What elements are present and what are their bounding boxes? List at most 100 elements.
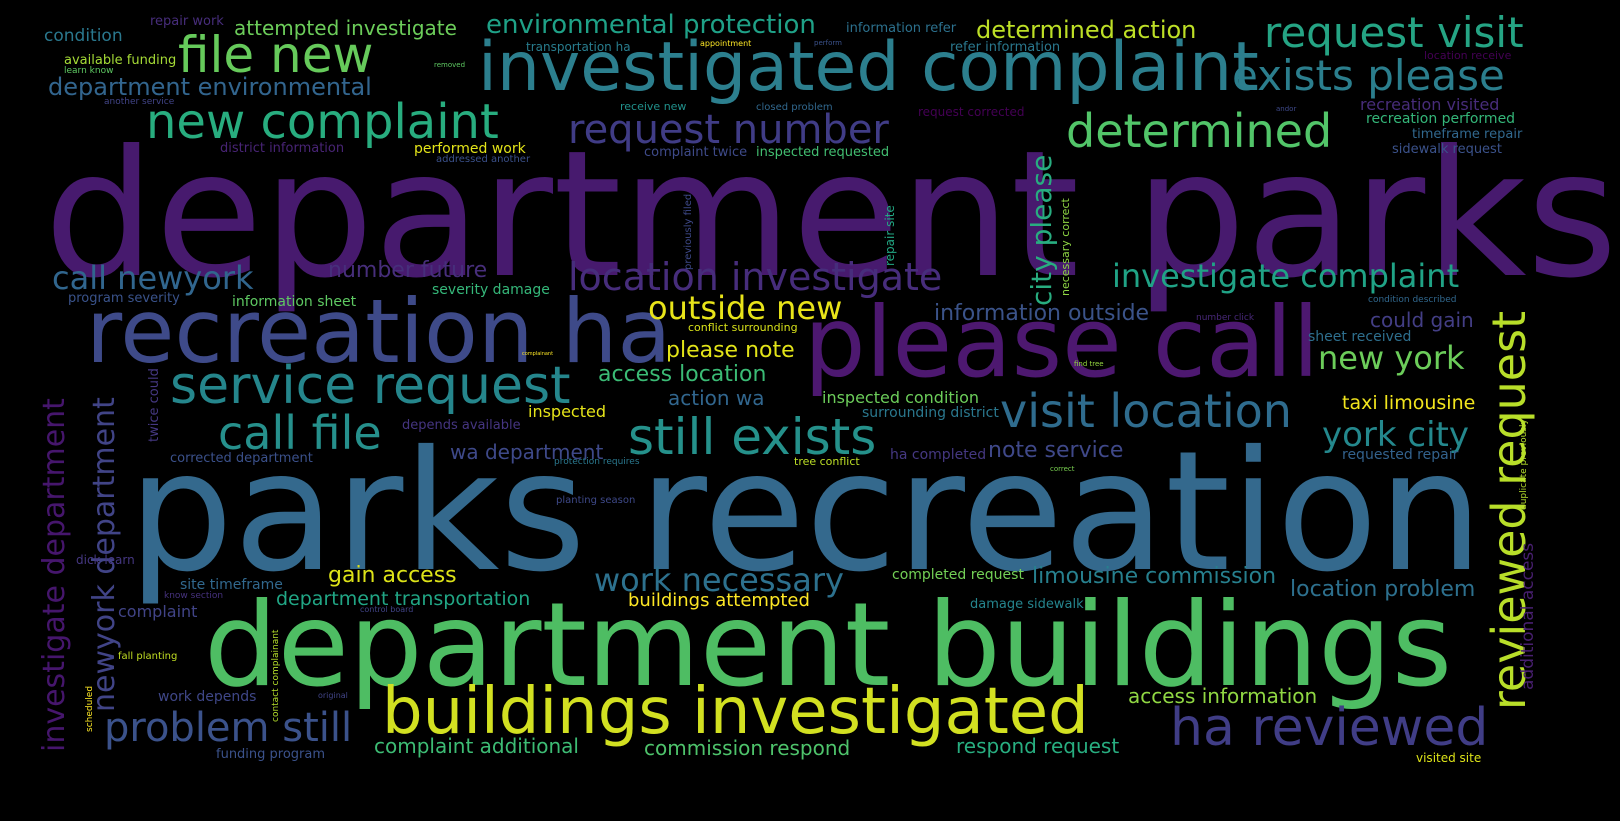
word: performed work — [414, 141, 526, 157]
word: department parks — [44, 114, 1618, 317]
word: refer information — [950, 40, 1061, 55]
word: condition described — [1368, 295, 1457, 305]
word: wa department — [450, 440, 604, 464]
word: recreation ha — [86, 280, 672, 383]
word: number future — [328, 258, 488, 283]
word: taxi limousine — [1342, 392, 1476, 414]
word: please call — [804, 286, 1320, 399]
word: number click — [1196, 313, 1255, 323]
word: limousine commission — [1032, 564, 1277, 589]
word: damage sidewalk — [970, 597, 1084, 612]
word: know section — [164, 591, 224, 601]
word: request corrected — [918, 105, 1025, 119]
word: location investigate — [568, 255, 943, 299]
word: funding program — [216, 747, 326, 762]
word: respond request — [956, 734, 1120, 758]
word: information sheet — [232, 294, 357, 310]
word: complaint additional — [374, 734, 579, 758]
word: necessary correct — [1059, 198, 1072, 296]
word: another service — [104, 97, 175, 107]
word: exists please — [1232, 51, 1505, 100]
word: condition — [44, 26, 123, 46]
word: location problem — [1290, 577, 1476, 602]
word: completed request — [892, 567, 1024, 583]
word: timeframe repair — [1412, 127, 1523, 142]
word: commission respond — [644, 736, 851, 760]
word: duplicate previously — [1519, 419, 1529, 510]
word: new york — [1318, 339, 1465, 377]
word: department transportation — [276, 588, 531, 610]
word: investigate department — [37, 398, 72, 752]
word: environmental protection — [486, 10, 816, 40]
word: could gain — [1370, 308, 1474, 332]
word: buildings investigated — [382, 675, 1089, 749]
word: learn know — [64, 66, 114, 76]
word: inspected requested — [756, 145, 890, 160]
word: closed problem — [756, 102, 833, 113]
word: transportation ha — [526, 40, 631, 54]
word: original — [318, 691, 348, 700]
word: perform — [814, 39, 842, 47]
word: tree conflict — [794, 455, 860, 468]
word: surrounding district — [862, 405, 999, 421]
word: location receive — [1424, 49, 1512, 62]
word: complainant — [522, 351, 554, 357]
word: available funding — [64, 53, 177, 68]
word: ha reviewed — [1170, 698, 1489, 758]
word: recreation performed — [1366, 111, 1516, 127]
word: still exists — [628, 408, 877, 466]
word: call newyork — [52, 259, 254, 297]
word: gain access — [328, 563, 457, 588]
word: inspected condition — [822, 388, 980, 407]
word: department buildings — [204, 578, 1453, 713]
word: additional access — [1518, 542, 1538, 690]
word: sheet received — [1308, 329, 1412, 345]
word: department environmental — [48, 73, 372, 101]
word: addressed another — [436, 154, 531, 165]
word: file new — [178, 26, 374, 84]
word: investigated complaint — [478, 28, 1259, 107]
word: attempted investigate — [234, 16, 457, 40]
word: scheduled — [85, 685, 95, 732]
word: information refer — [846, 21, 957, 36]
word: previously filed — [683, 193, 694, 270]
word: recreation visited — [1360, 95, 1500, 114]
word: visit location — [1000, 384, 1292, 438]
word: appointment — [700, 39, 752, 48]
word: conflict surrounding — [688, 321, 798, 334]
word: work depends — [158, 689, 257, 705]
word: twice could — [147, 368, 162, 442]
word: york city — [1322, 415, 1469, 455]
word: district information — [220, 141, 345, 156]
word: program severity — [68, 291, 180, 306]
word: removed — [434, 61, 466, 69]
word: access location — [598, 362, 767, 387]
word: depends available — [402, 418, 521, 433]
word: access information — [1128, 684, 1318, 708]
word: new complaint — [146, 94, 499, 150]
word: fall planting — [118, 651, 178, 662]
word: andor — [1276, 105, 1297, 113]
word: city please — [1025, 154, 1058, 306]
word: inspected — [528, 402, 606, 421]
word: determined action — [976, 16, 1197, 44]
word: correct — [1050, 465, 1075, 473]
word: requested repair — [1342, 447, 1459, 463]
word: visited site — [1416, 751, 1482, 765]
word: severity damage — [432, 282, 550, 298]
word: ha completed — [890, 447, 987, 463]
word: sidewalk request — [1392, 142, 1502, 157]
word: request number — [568, 107, 889, 153]
word: complaint twice — [644, 145, 748, 160]
word: repair work — [150, 14, 224, 29]
word: service request — [170, 356, 571, 416]
word: find tree — [1074, 360, 1104, 368]
word: determined — [1066, 104, 1333, 158]
word: investigate complaint — [1112, 257, 1460, 295]
word: protection requires — [554, 457, 640, 467]
word: parks recreation — [128, 416, 1484, 609]
word: repair site — [883, 205, 897, 266]
word: control board — [360, 605, 414, 614]
word: note service — [988, 438, 1124, 463]
